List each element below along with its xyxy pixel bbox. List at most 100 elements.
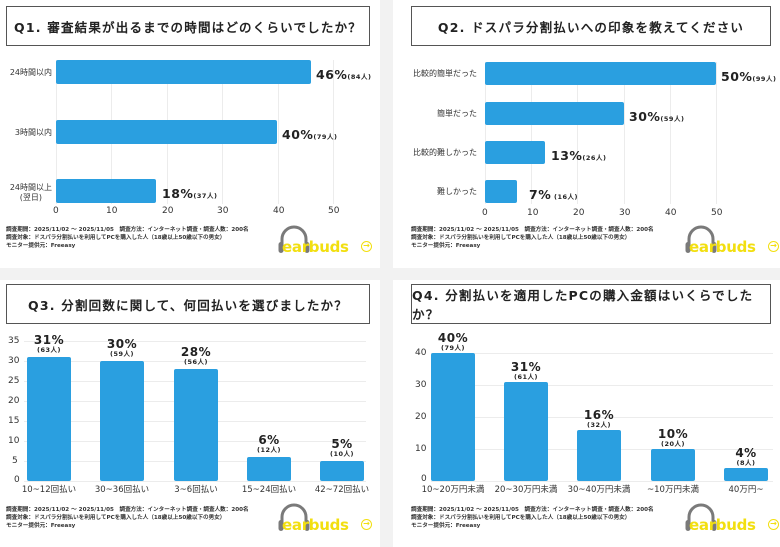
y-tick: 15 bbox=[8, 416, 20, 426]
bar-q4-under-10man bbox=[651, 449, 695, 481]
bar-q4-20-30man bbox=[504, 382, 548, 481]
x-category-q3-2: 3~6回払い bbox=[174, 485, 218, 495]
earbuds-logo: earbuds → bbox=[683, 222, 779, 256]
value-label-q1-0: 46%(84人) bbox=[316, 67, 372, 82]
x-category-q4-0: 10~20万円未満 bbox=[421, 485, 485, 495]
value-label-q2-1: 30%(59人) bbox=[629, 109, 685, 124]
plot-area-q3 bbox=[24, 341, 366, 482]
value-label-q4-1: 31% (61人) bbox=[510, 360, 542, 381]
x-tick: 10 bbox=[527, 208, 539, 218]
chart-title-q1: Q1. 審査結果が出るまでの時間はどのくらいでしたか？ bbox=[6, 6, 370, 46]
x-tick: 30 bbox=[619, 208, 631, 218]
x-tick: 10 bbox=[106, 206, 118, 216]
bar-q2-fairly-hard bbox=[485, 141, 545, 164]
chart-panel-q4: Q4. 分割払いを適用したPCの購入金額はいくらでしたか？ 40% (79人) 3… bbox=[393, 280, 780, 547]
y-tick: 20 bbox=[415, 412, 427, 422]
x-tick: 0 bbox=[53, 206, 59, 216]
survey-footer-q2: 調査期間：2025/11/02 〜 2025/11/05 調査方法：インターネッ… bbox=[411, 227, 654, 250]
survey-footer-q4: 調査期間：2025/11/02 〜 2025/11/05 調査方法：インターネッ… bbox=[411, 507, 654, 530]
bar-q4-over-40man bbox=[724, 468, 768, 481]
arrow-circle-icon: → bbox=[768, 519, 779, 530]
arrow-circle-icon: → bbox=[361, 241, 372, 252]
bar-q4-30-40man bbox=[577, 430, 621, 481]
x-category-q3-4: 42~72回払い bbox=[314, 485, 370, 495]
x-tick: 20 bbox=[573, 208, 585, 218]
arrow-circle-icon: → bbox=[768, 241, 779, 252]
headphones-icon bbox=[278, 225, 310, 253]
headphones-icon bbox=[685, 503, 717, 531]
value-label-q4-0: 40% (79人) bbox=[437, 331, 469, 352]
headphones-icon bbox=[278, 503, 310, 531]
x-tick: 50 bbox=[711, 208, 723, 218]
x-tick: 20 bbox=[162, 206, 174, 216]
category-label-q2-2: 比較的難しかった bbox=[413, 148, 477, 157]
chart-title-q2: Q2. ドスパラ分割払いへの印象を教えてください bbox=[411, 6, 771, 46]
headphones-icon bbox=[685, 225, 717, 253]
y-tick: 10 bbox=[415, 444, 427, 454]
value-label-q3-3: 6% (12人) bbox=[257, 433, 281, 454]
category-label-q2-3: 難しかった bbox=[437, 187, 477, 196]
bar-q1-24h-within bbox=[56, 60, 311, 84]
bar-q4-10-20man bbox=[431, 353, 475, 481]
x-tick: 0 bbox=[482, 208, 488, 218]
x-category-q4-2: 30~40万円未満 bbox=[567, 485, 631, 495]
bar-q2-hard bbox=[485, 180, 517, 203]
y-tick: 30 bbox=[8, 356, 20, 366]
plot-area-q4 bbox=[431, 353, 773, 483]
earbuds-logo: earbuds → bbox=[683, 500, 779, 534]
y-tick: 25 bbox=[8, 376, 20, 386]
plot-area-q1: 46%(84人) 40%(79人) 18%(37人) bbox=[56, 60, 371, 204]
bar-q3-3-6 bbox=[174, 369, 218, 481]
bar-q1-24h-over bbox=[56, 179, 156, 203]
chart-title-q3: Q3. 分割回数に関して、何回払いを選びましたか？ bbox=[6, 284, 370, 324]
bar-q2-fairly-easy bbox=[485, 62, 716, 85]
earbuds-logo: earbuds → bbox=[276, 500, 372, 534]
category-label-q1-1: 3時間以内 bbox=[14, 128, 52, 137]
arrow-circle-icon: → bbox=[361, 519, 372, 530]
value-label-q2-2: 13%(26人) bbox=[551, 148, 607, 163]
plot-area-q2: 50%(99人) 30%(59人) 13%(26人) 7% (16人) bbox=[485, 62, 776, 204]
value-label-q4-3: 10% (20人) bbox=[657, 427, 689, 448]
category-label-q2-0: 比較的簡単だった bbox=[413, 69, 477, 78]
category-label-q2-1: 簡単だった bbox=[437, 109, 477, 118]
x-category-q4-1: 20~30万円未満 bbox=[494, 485, 558, 495]
y-tick: 0 bbox=[14, 475, 20, 485]
bar-q3-15-24 bbox=[247, 457, 291, 481]
bar-q2-easy bbox=[485, 102, 624, 125]
value-label-q3-2: 28% (56人) bbox=[180, 345, 212, 366]
value-label-q4-2: 16% (32人) bbox=[583, 408, 615, 429]
bar-q3-42-72 bbox=[320, 461, 364, 481]
y-tick: 5 bbox=[12, 456, 18, 466]
x-category-q3-0: 10~12回払い bbox=[21, 485, 77, 495]
x-category-q4-4: 40万円~ bbox=[728, 485, 764, 495]
x-tick: 40 bbox=[665, 208, 677, 218]
value-label-q3-0: 31% (63人) bbox=[33, 333, 65, 354]
value-label-q4-4: 4% (8人) bbox=[735, 446, 757, 467]
bar-q1-3h-within bbox=[56, 120, 277, 144]
chart-title-q4: Q4. 分割払いを適用したPCの購入金額はいくらでしたか？ bbox=[411, 284, 771, 324]
y-tick: 20 bbox=[8, 396, 20, 406]
bar-q3-30-36 bbox=[100, 361, 144, 481]
category-label-q1-0: 24時間以内 bbox=[9, 68, 52, 77]
x-tick: 50 bbox=[328, 206, 340, 216]
earbuds-logo: earbuds → bbox=[276, 222, 372, 256]
value-label-q2-3: 7% (16人) bbox=[529, 187, 578, 202]
y-tick: 0 bbox=[421, 474, 427, 484]
y-tick: 35 bbox=[8, 336, 20, 346]
chart-panel-q1: Q1. 審査結果が出るまでの時間はどのくらいでしたか？ 46%(84人) 40%… bbox=[0, 0, 380, 268]
y-tick: 40 bbox=[415, 348, 427, 358]
value-label-q3-1: 30% (59人) bbox=[106, 337, 138, 358]
x-category-q4-3: ~10万円未満 bbox=[647, 485, 699, 495]
survey-footer-q3: 調査期間：2025/11/02 〜 2025/11/05 調査方法：インターネッ… bbox=[6, 507, 249, 530]
chart-panel-q3: Q3. 分割回数に関して、何回払いを選びましたか？ 31% (63人) 30% (5… bbox=[0, 280, 380, 547]
bar-q3-10-12 bbox=[27, 357, 71, 481]
survey-footer-q1: 調査期間：2025/11/02 〜 2025/11/05 調査方法：インターネッ… bbox=[6, 227, 249, 250]
chart-panel-q2: Q2. ドスパラ分割払いへの印象を教えてください 50%(99人) 30%(59… bbox=[393, 0, 780, 268]
value-label-q1-1: 40%(79人) bbox=[282, 127, 338, 142]
x-tick: 30 bbox=[217, 206, 229, 216]
value-label-q2-0: 50%(99人) bbox=[721, 69, 777, 84]
x-tick: 40 bbox=[273, 206, 285, 216]
category-label-q1-2: 24時間以上 (翌日) bbox=[9, 183, 52, 202]
y-tick: 30 bbox=[415, 380, 427, 390]
value-label-q1-2: 18%(37人) bbox=[162, 186, 218, 201]
